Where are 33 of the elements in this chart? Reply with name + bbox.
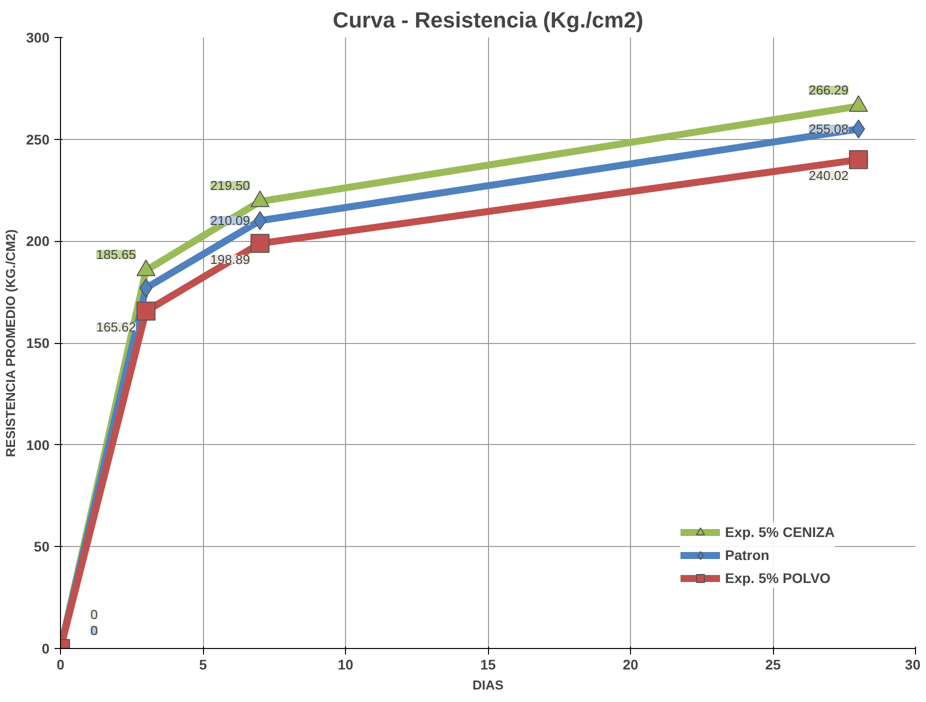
y-tick-label: 0 [42, 640, 50, 656]
y-tick-label: 300 [26, 30, 50, 46]
y-tick-label: 100 [26, 436, 50, 453]
x-tick-label: 25 [765, 656, 781, 672]
x-tick-label: 15 [480, 656, 496, 672]
x-tick-label: 5 [199, 656, 208, 672]
legend-label: Exp. 5% CENIZA [725, 524, 835, 540]
data-label: 185.65 [96, 246, 136, 262]
data-label: 266.29 [808, 82, 849, 98]
x-tick-label: 0 [56, 656, 65, 672]
data-label: 165.62 [96, 320, 136, 335]
data-label: 0 [90, 607, 98, 622]
y-tick-label: 200 [26, 233, 50, 250]
x-tick-label: 10 [338, 656, 354, 672]
x-tick-label: 30 [904, 656, 921, 672]
chart-title: Curva - Resistencia (Kg./cm2) [332, 8, 644, 32]
data-label: 0 [90, 623, 98, 638]
legend-label: Exp. 5% POLVO [725, 570, 831, 586]
legend-label: Patron [725, 547, 770, 563]
y-tick-label: 150 [26, 335, 50, 351]
point [849, 150, 868, 170]
point [136, 302, 156, 321]
data-label: 219.50 [210, 178, 250, 193]
data-label: 240.02 [808, 168, 849, 184]
data-label: 255.08 [808, 121, 849, 136]
y-axis-title: RESISTENCIA PROMEDIO (KG./CM2) [3, 229, 18, 458]
x-tick-label: 20 [622, 656, 638, 672]
y-tick-label: 250 [26, 131, 50, 148]
x-axis-title: DIAS [472, 678, 504, 692]
data-label: 198.89 [210, 252, 250, 267]
point [250, 234, 270, 253]
y-tick-label: 50 [34, 538, 50, 555]
data-label: 210.09 [210, 213, 250, 228]
